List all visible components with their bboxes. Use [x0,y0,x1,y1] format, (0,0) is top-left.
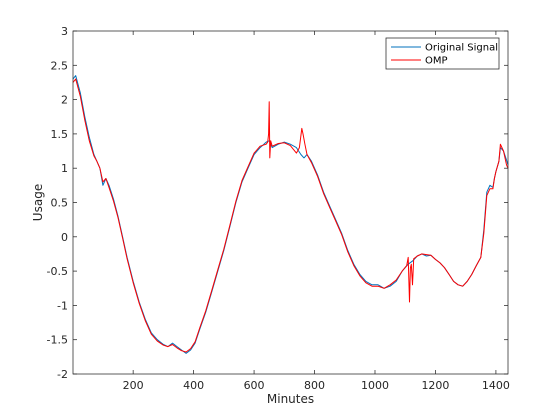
y-tick-label: 1 [61,162,68,175]
y-tick-label: 0.5 [51,197,69,210]
y-tick-label: 1.5 [51,128,69,141]
legend-box [385,37,500,70]
x-tick-label: 800 [304,379,325,392]
x-tick-label: 400 [183,379,204,392]
plot-frame [72,30,509,375]
x-tick-label: 1200 [421,379,449,392]
y-tick-label: 0 [61,231,68,244]
x-tick-label: 1000 [361,379,389,392]
plot-area [73,31,508,374]
y-tick-label: 2 [61,94,68,107]
y-tick-label: -1.5 [47,334,68,347]
series-line-omp [72,78,509,353]
y-tick-label: -0.5 [47,265,68,278]
y-tick-label: -2 [57,368,68,381]
y-tick-label: -1 [57,299,68,312]
x-tick-label: 200 [123,379,144,392]
legend: Original Signal OMP [385,37,500,70]
x-tick-label: 1400 [482,379,510,392]
legend-label-original-signal: Original Signal [425,43,498,54]
y-tick-label: 3 [61,25,68,38]
x-axis-label: Minutes [267,392,314,406]
legend-label-omp: OMP [425,56,448,67]
y-tick-label: 2.5 [51,59,69,72]
x-tick-label: 600 [244,379,265,392]
y-axis-ticks: -2 -1.5 -1 -0.5 0 0.5 1 1.5 2 2.5 3 [47,25,508,381]
y-axis-label: Usage [31,184,45,221]
series-layer [72,75,509,354]
x-axis-ticks: 200 400 600 800 1000 1200 1400 [123,31,510,392]
